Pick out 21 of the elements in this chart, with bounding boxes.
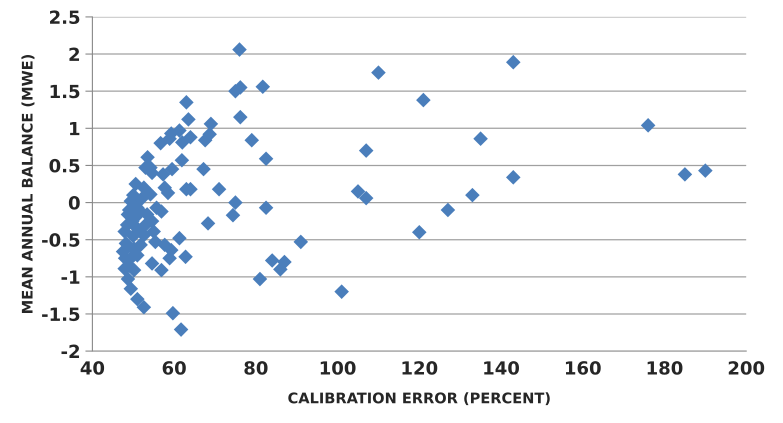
x-tick-label: 100	[320, 361, 356, 375]
y-tick-label: -1.5	[42, 308, 80, 322]
x-tick-label: 80	[244, 361, 268, 375]
y-tick-label: 1.5	[50, 84, 80, 98]
x-tick-label: 120	[402, 361, 438, 375]
y-tick-label: 0	[68, 196, 80, 210]
x-tick-label: 180	[648, 361, 682, 375]
y-tick-label: -1	[62, 270, 80, 284]
y-tick-label: 2.5	[50, 10, 80, 24]
x-axis-title: CALIBRATION ERROR (PERCENT)	[288, 392, 550, 406]
y-tick-label: -0.5	[42, 233, 80, 247]
x-tick-label: 200	[728, 361, 764, 375]
y-tick-label: 1	[70, 122, 80, 136]
x-tick-label: 160	[566, 361, 601, 375]
x-tick-label: 60	[162, 361, 186, 375]
x-tick-label: 40	[80, 361, 104, 375]
y-tick-label: 2	[69, 48, 80, 61]
y-tick-label: 0.5	[49, 158, 80, 173]
y-axis-title: MEAN ANNUAL BALANCE (MWE)	[21, 54, 34, 313]
y-tick-label: -2	[62, 344, 80, 358]
x-tick-label: 140	[484, 361, 520, 375]
